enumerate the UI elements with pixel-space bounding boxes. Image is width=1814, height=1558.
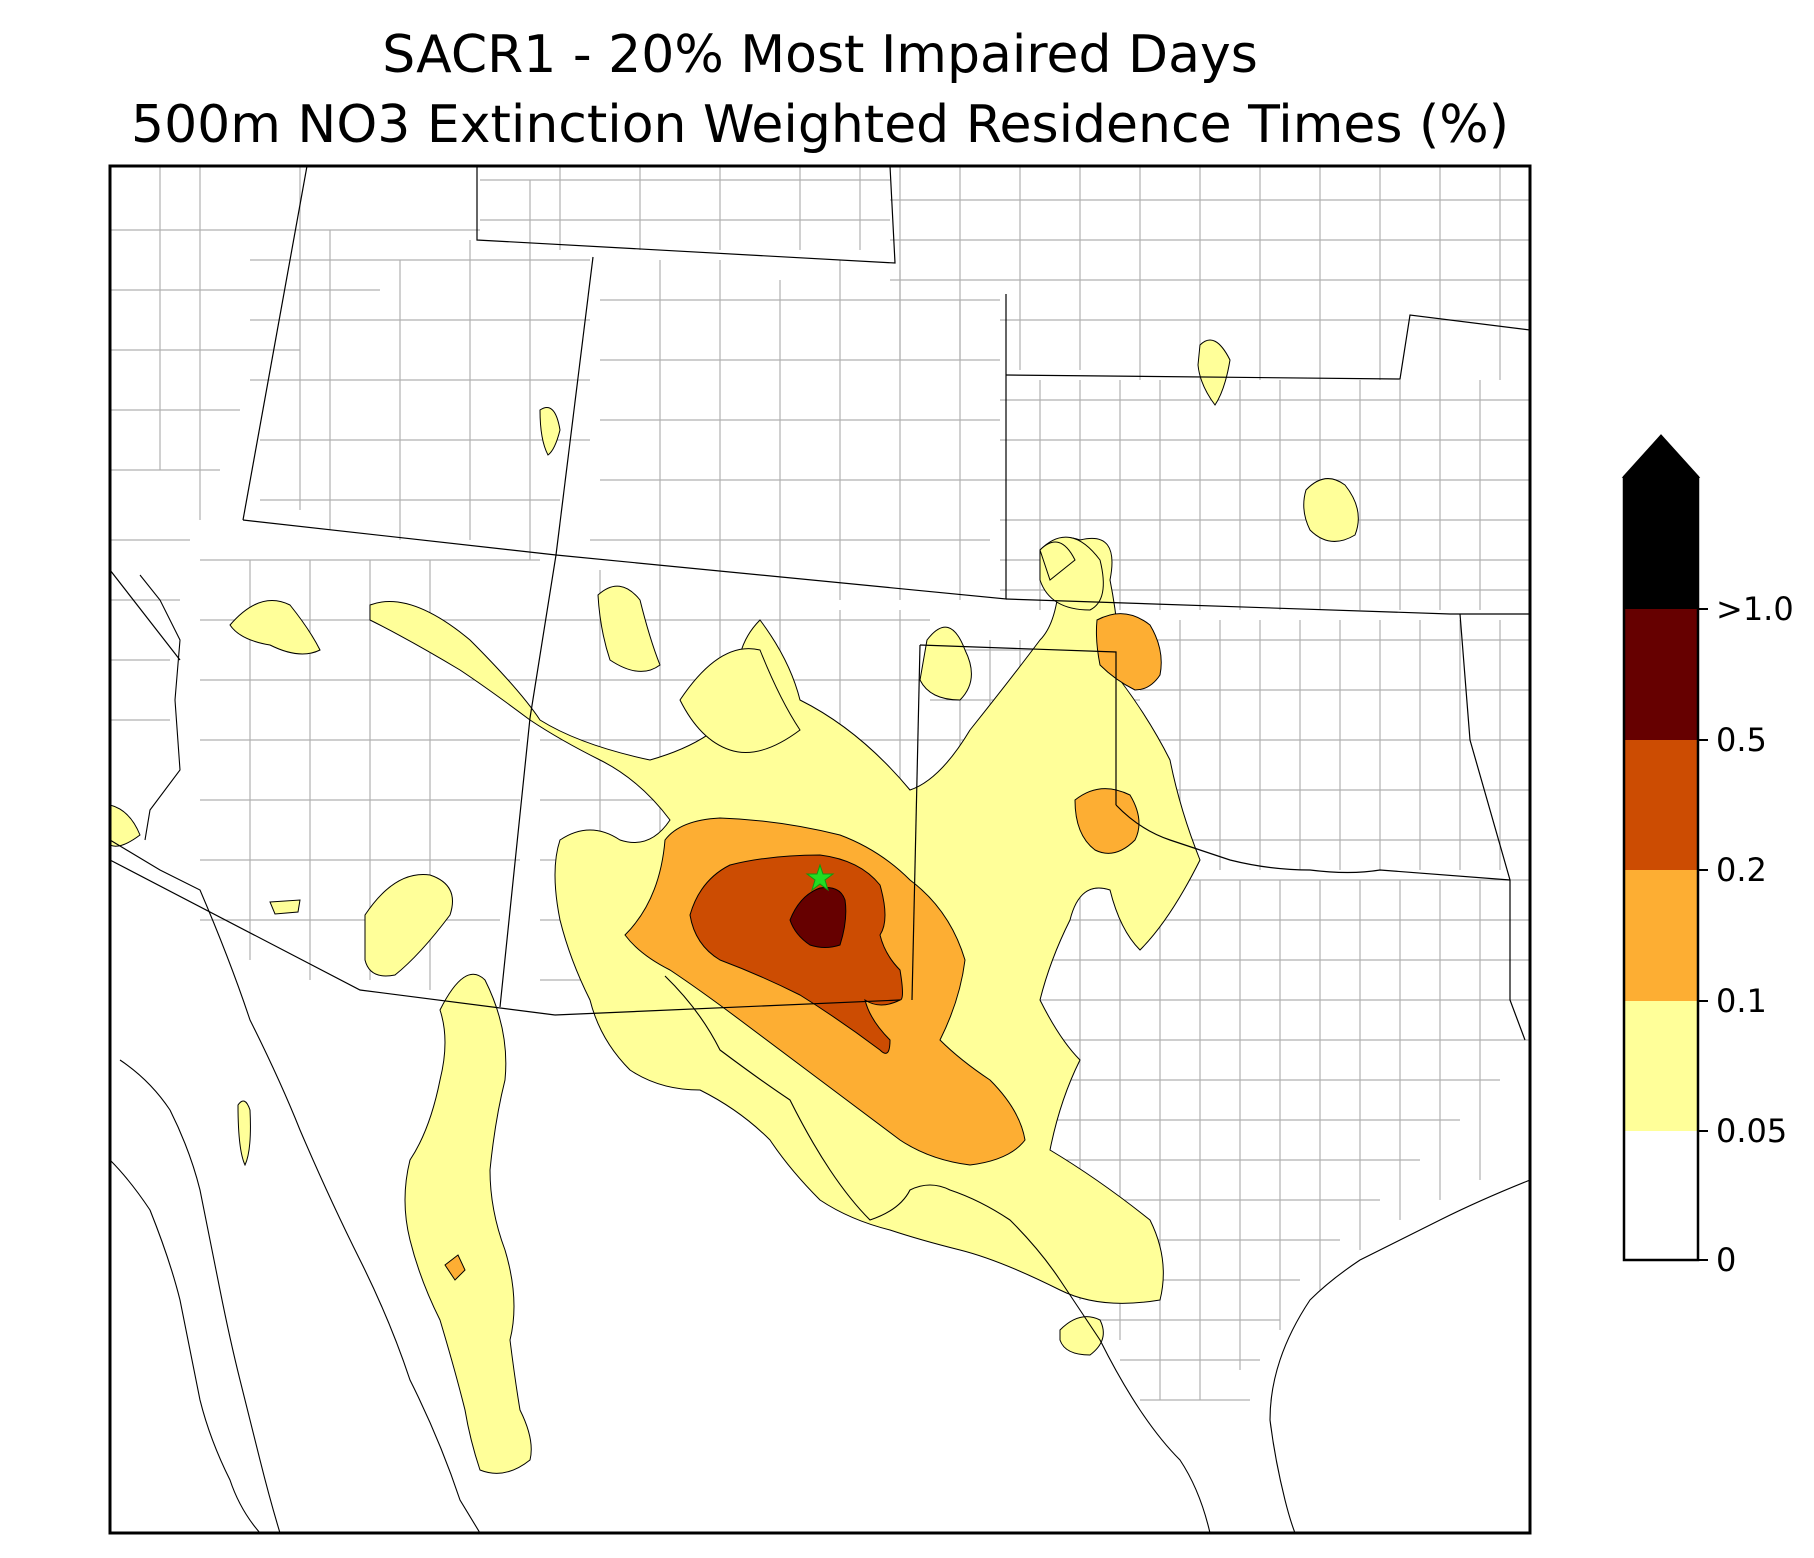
map-frame [108,164,1532,1535]
map-panel [110,166,1530,1533]
state-borders [110,166,1530,1041]
colorbar-tick-label: >1.0 [1716,590,1794,628]
colorbar-bin-0.2-0.5 [1624,740,1698,870]
colorbar-bin-0.1-0.2 [1624,870,1698,1001]
map-title-line2: 500m NO3 Extinction Weighted Residence T… [131,95,1509,155]
colorbar-tick-label: 0.2 [1716,851,1767,889]
colorbar-tick-label: 0.5 [1716,721,1767,759]
colorbar-bin-over [1624,477,1698,609]
colorbar-tick-label: 0.1 [1716,982,1767,1020]
green-star-icon [805,863,835,892]
colorbar-bin-0-0.05 [1624,1131,1698,1260]
colorbar-bin-0.5-1.0 [1624,609,1698,740]
colorbar: 0 0.05 0.1 0.2 0.5 >1.0 [1621,434,1794,1279]
map-title-line1: SACR1 - 20% Most Impaired Days [382,25,1258,85]
contour-0.5-1.0 [789,887,847,948]
colorbar-tick-label: 0.05 [1716,1112,1787,1150]
colorbar-bin-0.05-0.1 [1624,1001,1698,1131]
colorbar-tick-label: 0 [1716,1241,1736,1279]
border-and-coast [110,574,1530,1533]
colorbar-extend-arrow [1621,434,1701,478]
